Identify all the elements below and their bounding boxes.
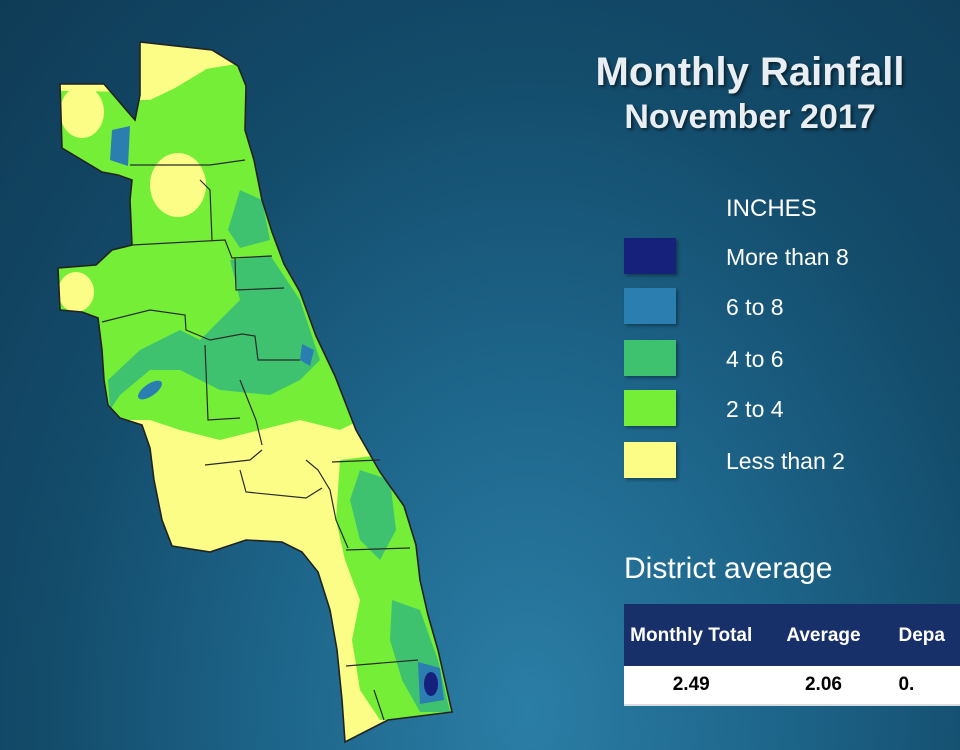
rain-zone-6-to-8-coast — [300, 344, 314, 366]
column-header-monthly-total: Monthly Total — [624, 604, 759, 666]
cell-departure: 0. — [888, 666, 960, 706]
legend-swatch — [624, 288, 676, 324]
rain-zone-more-than-8 — [424, 672, 438, 696]
district-average-table: Monthly Total Average Depa 2.49 2.06 0. — [624, 604, 960, 706]
legend-heading: INCHES — [726, 195, 817, 222]
map-title: Monthly Rainfall — [595, 50, 905, 94]
legend-swatch — [624, 442, 676, 478]
rain-zone-less-than-2-north-tip — [140, 42, 212, 100]
column-header-departure: Depa — [888, 604, 960, 666]
legend-label: 4 to 6 — [726, 346, 784, 372]
legend-swatch — [624, 340, 676, 376]
district-average-heading: District average — [624, 552, 833, 585]
legend-label: More than 8 — [726, 244, 849, 270]
map-subtitle: November 2017 — [624, 98, 876, 136]
rain-zone-6-to-8-north — [110, 126, 130, 166]
legend-item-2-to-4: 2 to 4 — [624, 390, 944, 428]
rain-zone-4-to-6-north — [228, 190, 270, 248]
legend-item-less-than-2: Less than 2 — [624, 442, 944, 480]
rain-zone-6-to-8-central — [138, 380, 162, 400]
legend-label: Less than 2 — [726, 448, 845, 474]
legend-item-4-to-6: 4 to 6 — [624, 340, 944, 378]
legend-swatch — [624, 390, 676, 426]
table-row: 2.49 2.06 0. — [624, 666, 960, 706]
legend-item-6-to-8: 6 to 8 — [624, 288, 944, 326]
rain-zone-less-than-2-west-pocket — [60, 86, 104, 138]
legend-label: 2 to 4 — [726, 396, 784, 422]
legend-label: 6 to 8 — [726, 294, 784, 320]
cell-average: 2.06 — [758, 666, 889, 706]
rain-zone-less-than-2-center-pocket — [150, 153, 206, 217]
column-header-average: Average — [758, 604, 889, 666]
rain-zone-2-to-4-north — [58, 60, 380, 440]
legend-item-more-than-8: More than 8 — [624, 238, 944, 276]
rain-zone-4-to-6-central — [108, 255, 320, 410]
cell-monthly-total: 2.49 — [624, 666, 759, 706]
legend-swatch — [624, 238, 676, 274]
rain-zone-less-than-2-southwest-pocket — [58, 272, 94, 312]
table-header-row: Monthly Total Average Depa — [624, 604, 960, 666]
district-outline — [57, 41, 453, 744]
county-boundaries — [101, 159, 419, 721]
rain-zone-4-to-6-coast — [350, 470, 396, 560]
